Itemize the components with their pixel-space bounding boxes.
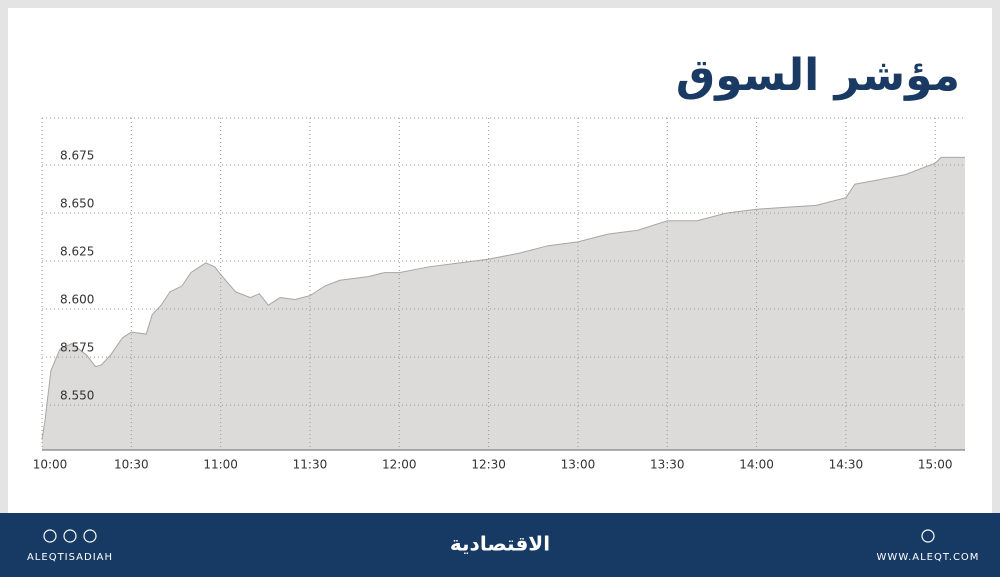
y-tick-label: 8.575 bbox=[60, 341, 94, 355]
y-tick-label: 8.675 bbox=[60, 149, 94, 163]
x-tick-label: 12:00 bbox=[382, 458, 417, 472]
footer-website: WWW.ALEQT.COM bbox=[877, 552, 980, 563]
y-tick-label: 8.625 bbox=[60, 245, 94, 259]
y-tick-label: 8.600 bbox=[60, 293, 94, 307]
social-icons bbox=[43, 529, 935, 543]
x-tick-label: 13:30 bbox=[650, 458, 685, 472]
x-tick-label: 14:00 bbox=[739, 458, 774, 472]
x-tick-label: 10:30 bbox=[114, 458, 149, 472]
y-tick-label: 8.650 bbox=[60, 197, 94, 211]
plot: 10:00 10:30 11:00 11:30 12:00 12:30 13:00 13:30… bbox=[33, 118, 965, 472]
chart-title: مؤشر السوق bbox=[676, 50, 960, 101]
x-tick-label: 11:30 bbox=[293, 458, 328, 472]
x-tick-label: 10:00 bbox=[33, 458, 68, 472]
footer-brand: الاقتصادية bbox=[450, 532, 550, 556]
footer-handle: ALEQTISADIAH bbox=[27, 552, 113, 563]
x-tick-label: 13:00 bbox=[561, 458, 596, 472]
y-tick-label: 8.550 bbox=[60, 389, 94, 403]
x-tick-label: 12:30 bbox=[471, 458, 506, 472]
x-tick-label: 11:00 bbox=[203, 458, 238, 472]
x-tick-label: 14:30 bbox=[829, 458, 864, 472]
x-tick-label: 15:00 bbox=[918, 458, 953, 472]
line bbox=[41, 156, 965, 440]
area bbox=[42, 157, 965, 450]
footer bbox=[0, 513, 1000, 577]
